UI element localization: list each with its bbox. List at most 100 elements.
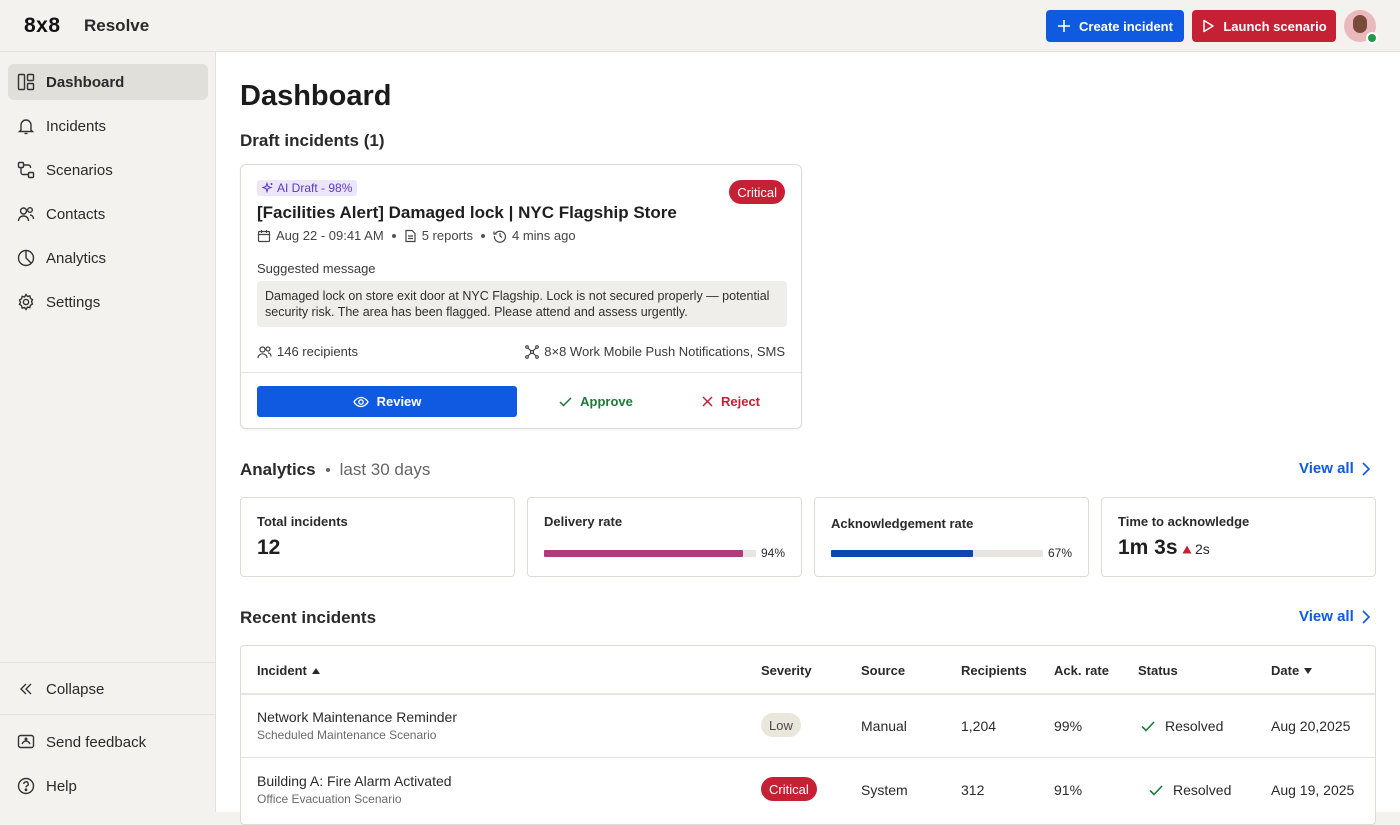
gear-icon <box>16 292 36 312</box>
sidebar-item-dashboard[interactable]: Dashboard <box>8 64 208 100</box>
column-header-label: Date <box>1271 663 1300 678</box>
column-header-incident[interactable]: Incident <box>257 663 320 678</box>
help-button[interactable]: Help <box>8 768 208 804</box>
incident-name[interactable]: Network Maintenance Reminder <box>257 709 457 725</box>
sort-descending-icon <box>1304 667 1313 674</box>
analytics-title: Analytics <box>240 460 316 479</box>
reject-button[interactable]: Reject <box>681 386 781 417</box>
draft-meta-row: Aug 22 - 09:41 AM 5 reports 4 mins ago <box>257 228 576 243</box>
draft-incidents-title: Draft incidents (1) <box>240 131 385 150</box>
sidebar-item-label: Contacts <box>46 205 106 223</box>
incident-ack-rate: 91% <box>1054 782 1083 798</box>
incident-scenario: Scheduled Maintenance Scenario <box>257 728 437 742</box>
chevron-right-icon <box>1362 461 1370 476</box>
kpi-value: 12 <box>257 536 281 559</box>
kpi-value: 1m 3s <box>1118 536 1178 559</box>
play-icon <box>1203 19 1215 33</box>
severity-badge: Critical <box>761 777 817 801</box>
column-header-source[interactable]: Source <box>861 663 906 678</box>
severity-badge: Critical <box>729 180 785 204</box>
incident-date: Aug 20,2025 <box>1271 718 1351 734</box>
view-all-label: View all <box>1299 608 1354 625</box>
dashboard-icon <box>16 72 36 92</box>
analytics-header: Analytics last 30 days <box>240 460 430 480</box>
approve-button[interactable]: Approve <box>541 386 651 417</box>
ai-draft-label: AI Draft - 98% <box>277 181 353 195</box>
sidebar-item-settings[interactable]: Settings <box>8 284 208 320</box>
recent-view-all-link[interactable]: View all <box>1299 608 1370 625</box>
suggested-message-label: Suggested message <box>257 261 376 276</box>
send-feedback-button[interactable]: Send feedback <box>8 724 208 760</box>
chevron-right-icon <box>1362 609 1370 624</box>
online-status-indicator <box>1366 32 1378 44</box>
kpi-label: Acknowledgement rate <box>831 516 974 531</box>
kpi-delivery-rate[interactable]: Delivery rate 94% <box>527 497 802 577</box>
review-label: Review <box>376 394 422 409</box>
user-avatar[interactable] <box>1344 10 1378 44</box>
kpi-total-incidents[interactable]: Total incidents 12 <box>240 497 515 577</box>
channels-icon <box>525 344 540 359</box>
page-title: Dashboard <box>240 80 392 112</box>
incident-name[interactable]: Building A: Fire Alarm Activated <box>257 773 452 789</box>
kpi-percent: 94% <box>760 546 785 560</box>
analytics-icon <box>16 248 36 268</box>
launch-scenario-button[interactable]: Launch scenario <box>1192 10 1336 42</box>
incident-ack-rate: 99% <box>1054 718 1083 734</box>
column-header-severity[interactable]: Severity <box>761 663 812 678</box>
draft-channels-list: 8×8 Work Mobile Push Notifications, SMS <box>544 344 785 359</box>
kpi-time-to-acknowledge[interactable]: Time to acknowledge 1m 3s 2s <box>1101 497 1376 577</box>
delivery-rate-bar <box>544 550 756 557</box>
kpi-trend: 2s <box>1182 541 1210 557</box>
document-icon <box>405 229 416 242</box>
column-header-status[interactable]: Status <box>1138 663 1178 678</box>
review-button[interactable]: Review <box>257 386 517 417</box>
card-divider <box>241 372 801 373</box>
sidebar-divider <box>0 662 216 663</box>
analytics-view-all-link[interactable]: View all <box>1299 460 1370 477</box>
contacts-icon <box>16 204 36 224</box>
sort-ascending-icon <box>311 667 320 674</box>
create-incident-button[interactable]: Create incident <box>1046 10 1184 42</box>
kpi-acknowledgement-rate[interactable]: Acknowledgement rate 67% <box>814 497 1089 577</box>
triangle-up-icon <box>1182 545 1192 553</box>
sidebar-item-scenarios[interactable]: Scenarios <box>8 152 208 188</box>
draft-recipients: 146 recipients <box>257 344 358 359</box>
collapse-button[interactable]: Collapse <box>8 671 208 707</box>
sidebar: Dashboard Incidents Scenarios Contacts A… <box>0 52 216 812</box>
ack-rate-bar <box>831 550 1043 557</box>
calendar-icon <box>257 229 271 242</box>
double-chevron-left-icon <box>16 679 36 699</box>
draft-incident-title[interactable]: [Facilities Alert] Damaged lock | NYC Fl… <box>257 203 677 222</box>
column-header-ack-rate[interactable]: Ack. rate <box>1054 663 1109 678</box>
close-icon <box>702 396 713 407</box>
create-incident-label: Create incident <box>1079 18 1173 34</box>
sidebar-item-incidents[interactable]: Incidents <box>8 108 208 144</box>
recent-incidents-table: Incident Severity Source Recipients Ack.… <box>240 645 1376 825</box>
send-feedback-label: Send feedback <box>46 733 147 751</box>
ack-rate-bar-fill <box>831 550 974 557</box>
brand-logo[interactable]: 8x8 <box>24 14 61 37</box>
sidebar-item-analytics[interactable]: Analytics <box>8 240 208 276</box>
help-label: Help <box>46 777 77 795</box>
meta-separator <box>391 233 396 238</box>
column-header-recipients[interactable]: Recipients <box>961 663 1027 678</box>
draft-date: Aug 22 - 09:41 AM <box>276 228 384 243</box>
kpi-label: Time to acknowledge <box>1118 514 1250 529</box>
severity-badge: Low <box>761 713 801 737</box>
recent-incidents-title: Recent incidents <box>240 608 377 627</box>
sidebar-item-label: Settings <box>46 293 101 311</box>
sidebar-item-label: Dashboard <box>46 73 125 91</box>
sparkle-icon <box>262 182 273 194</box>
history-icon <box>493 230 507 243</box>
analytics-period: last 30 days <box>339 460 431 479</box>
column-header-date[interactable]: Date <box>1271 663 1313 678</box>
collapse-label: Collapse <box>46 680 105 698</box>
table-header-divider <box>241 693 1375 695</box>
draft-incident-card[interactable]: AI Draft - 98% Critical [Facilities Aler… <box>240 164 802 429</box>
status-label: Resolved <box>1165 718 1224 734</box>
table-row-divider <box>241 757 1375 758</box>
avatar-photo <box>1353 15 1367 33</box>
incident-recipients: 312 <box>961 782 985 798</box>
sidebar-item-contacts[interactable]: Contacts <box>8 196 208 232</box>
incident-source: System <box>861 782 908 798</box>
